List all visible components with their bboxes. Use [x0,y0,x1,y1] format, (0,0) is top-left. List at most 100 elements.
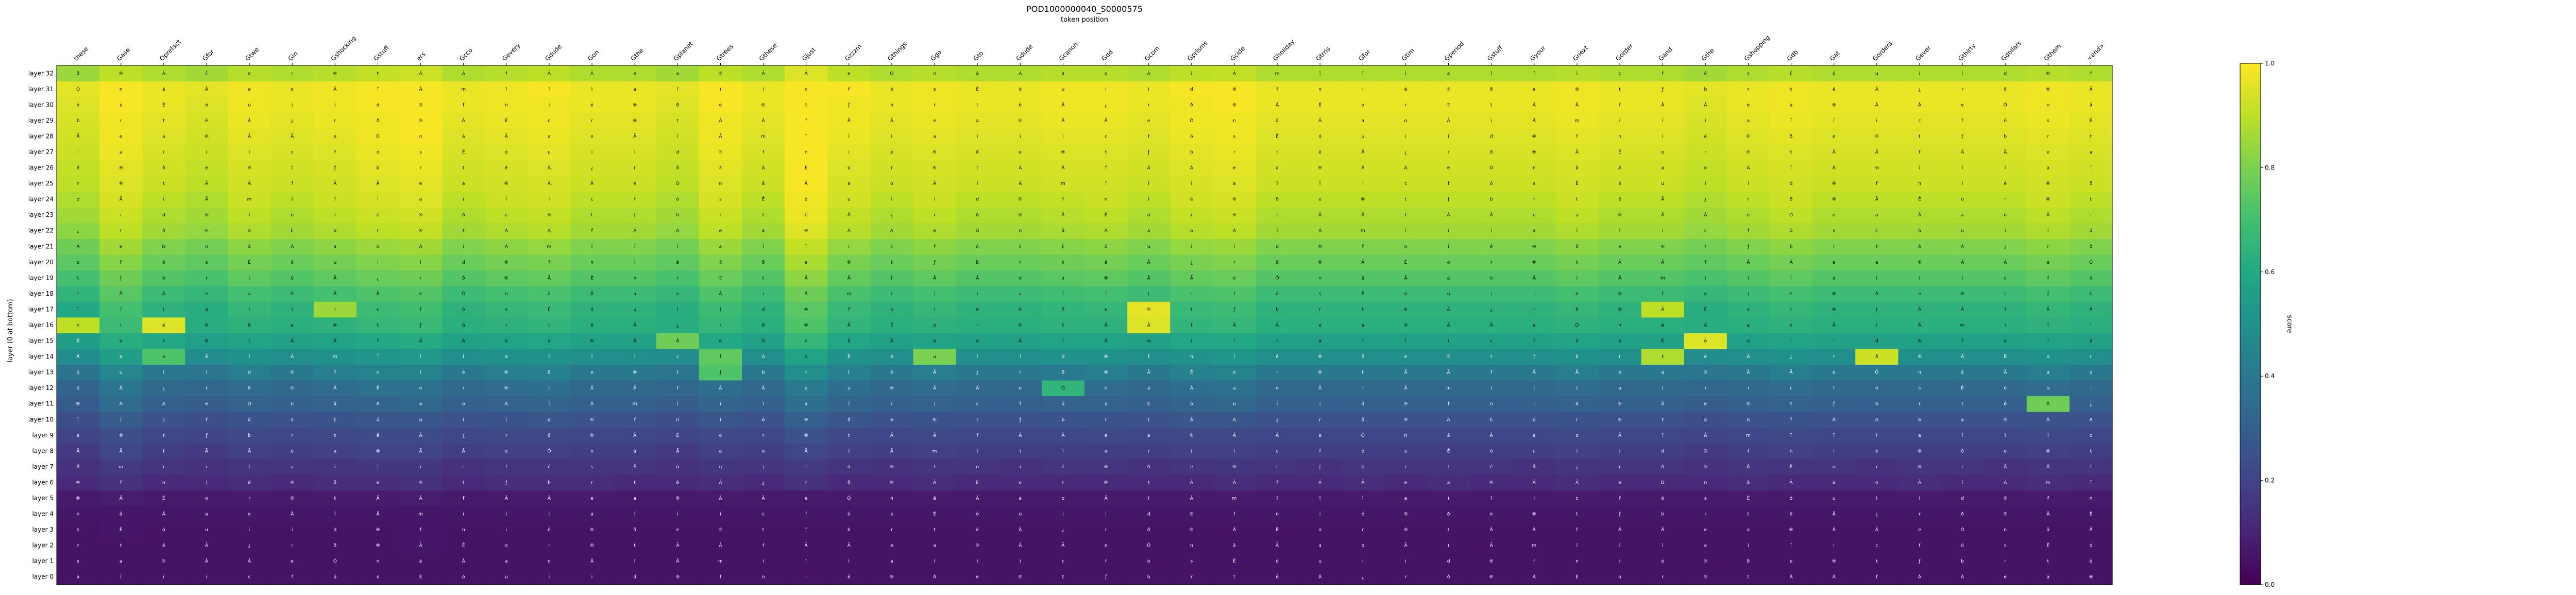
cell-label: i [934,197,936,202]
cell-label: ® [1403,528,1408,533]
cell-label: ê [890,370,893,376]
cell-label: ï [1019,134,1021,139]
x-tick-label: Gtrris [1314,45,1331,62]
heatmap-cell [1298,506,1342,522]
cell-label: Ê [676,432,679,438]
heatmap-cell [313,569,357,585]
heatmap-cell [228,223,272,239]
cell-label: Ã [676,543,680,549]
cell-label: ¿ [377,276,379,281]
cell-label: t [1148,480,1150,485]
heatmap-cell [1427,223,1470,239]
cell-label: e [2004,575,2007,580]
heatmap-cell [1427,412,1470,428]
cell-label: c [462,465,465,470]
heatmap-cell [1684,458,1727,475]
heatmap-cell [528,490,571,506]
heatmap-cell [57,301,100,318]
heatmap-cell [485,317,528,333]
cell-label: m [333,354,337,360]
cell-label: a [334,244,337,249]
cell-label: e [933,229,936,234]
cell-label: ð [1362,354,1365,360]
heatmap-cell [613,254,657,270]
cell-label: ® [1104,370,1108,376]
heatmap-cell [1256,317,1299,333]
heatmap-cell [1726,474,1770,491]
cell-label: u [848,197,851,202]
cell-label: Ã [1019,71,1022,76]
cell-label: n [676,417,679,422]
cell-label: a [1533,229,1536,234]
heatmap-cell [1084,270,1128,286]
cell-label: e [890,417,893,422]
cell-label: Ã [1404,385,1408,391]
cell-label: ð [1961,512,1964,517]
cell-label: m [547,244,552,249]
heatmap-cell [313,223,357,239]
heatmap-cell [399,207,443,224]
cell-label: o [1190,229,1193,234]
heatmap-cell [1770,553,1813,570]
cell-label: ï [848,134,850,139]
cell-label: Ã [676,448,680,454]
heatmap-cell [528,553,571,570]
heatmap-cell [1984,474,2027,491]
cell-label: Ã [1833,527,1836,533]
y-tick-label: layer 16 [28,321,54,329]
cell-label: ® [718,260,723,265]
heatmap-cell [1341,317,1385,333]
heatmap-cell [1770,412,1813,428]
heatmap-cell [142,474,185,491]
y-tick-label: layer 29 [28,117,54,124]
cell-label: a [419,402,422,407]
heatmap-cell [57,396,100,412]
cell-label: r [291,433,293,438]
heatmap-cell [827,537,871,554]
cell-label: Ã [1276,433,1279,438]
cell-label: e [419,292,422,297]
heatmap-cell [442,569,485,585]
cell-label: é [1404,87,1408,92]
heatmap-cell [1341,254,1385,270]
cell-label: ð [1147,465,1150,470]
y-tick-label: layer 18 [28,290,54,297]
cell-label: m [247,197,252,202]
heatmap-cell [827,254,871,270]
cell-label: ð [162,166,165,171]
cell-label: Ã [205,181,209,186]
cell-label: m [1275,71,1280,76]
cell-label: u [205,528,208,533]
cell-label: i [420,370,421,376]
heatmap-cell [1641,396,1685,412]
cell-label: Ã [848,275,851,281]
heatmap-cell [998,521,1042,538]
cell-label: ¿ [77,229,79,234]
cell-label: Ã [1661,307,1665,312]
heatmap-cell [1427,207,1470,224]
cell-label: d [1490,134,1493,139]
cell-label: ® [1446,354,1451,360]
cell-label: ï [848,402,850,407]
heatmap-cell [742,270,785,286]
cell-label: ® [2046,197,2050,202]
cell-label: Ã [2046,307,2050,312]
heatmap-cell [1641,239,1685,255]
cell-label: o [1961,197,1964,202]
cell-label: ® [1618,292,1622,297]
cell-label: ï [1191,339,1193,344]
heatmap-cell [1084,396,1128,412]
cell-label: ï [1362,386,1364,391]
cell-label: Ã [890,338,894,344]
cell-label: r [548,543,550,549]
cell-label: i [2047,339,2049,344]
heatmap-cell [1726,396,1770,412]
cell-label: t [848,370,850,376]
heatmap-cell [57,348,100,365]
heatmap-cell [356,490,400,506]
cell-label: ð [1961,449,1964,454]
cell-label: r [1533,307,1535,312]
heatmap-cell [742,537,785,554]
cell-label: o [1533,417,1536,422]
cell-label: é [1276,354,1279,360]
